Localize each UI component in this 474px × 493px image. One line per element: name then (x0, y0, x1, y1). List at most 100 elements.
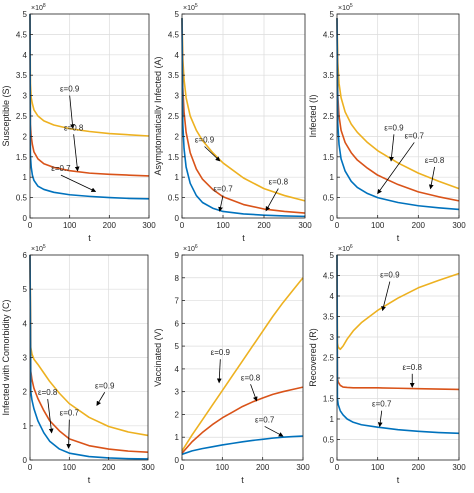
x-tick-label: 100 (216, 463, 230, 472)
x-tick-label: 300 (452, 221, 466, 230)
y-tick-label: 0 (330, 456, 335, 465)
y-tick-label: 9 (175, 251, 180, 260)
x-tick-label: 0 (180, 221, 185, 230)
y-exponent-label: ×105 (338, 3, 353, 12)
y-tick-label: 2 (175, 410, 180, 419)
x-tick-label: 300 (142, 221, 156, 230)
annotation-label: ε=0.8 (64, 123, 84, 132)
y-axis-label: Infected (I) (308, 94, 318, 137)
annotation-arrow (66, 419, 72, 449)
series-line-2 (29, 254, 149, 453)
y-exponent-label: ×106 (183, 244, 198, 253)
x-axis-label: t (88, 233, 91, 243)
y-tick-label: 3 (23, 92, 28, 101)
y-tick-label: 4 (23, 51, 28, 60)
x-tick-label: 200 (103, 221, 117, 230)
y-tick-label: 5 (175, 10, 180, 19)
y-tick-label: 3.5 (323, 313, 335, 322)
annotation-label: ε=0.9 (95, 381, 115, 390)
y-tick-label: 2.5 (168, 112, 180, 121)
x-tick-label: 100 (63, 463, 77, 472)
y-tick-label: 3.5 (323, 71, 335, 80)
y-tick-label: 0.5 (168, 194, 180, 203)
annotation-label: ε=0.7 (213, 184, 233, 193)
annotation-arrow (264, 426, 284, 437)
x-tick-label: 200 (412, 463, 426, 472)
y-tick-label: 0 (23, 456, 28, 465)
y-tick-label: 2.5 (16, 112, 28, 121)
x-axis-label: t (88, 475, 91, 485)
y-exponent-label: ×105 (31, 244, 46, 253)
series-line-1 (181, 18, 306, 202)
annotation-label: ε=0.9 (384, 123, 404, 132)
x-tick-label: 300 (298, 221, 312, 230)
x-tick-label: 300 (452, 463, 466, 472)
chart-panel-3: 0 100 200 300 0 0.5 1 1.5 2 2.5 3 3.5 4 4.5 5×105 t Infe… (308, 3, 466, 243)
annotation-label: ε=0.8 (403, 363, 423, 372)
series-line-1 (29, 13, 150, 137)
y-tick-label: 5 (330, 251, 335, 260)
x-tick-label: 300 (296, 463, 310, 472)
series-line-3 (336, 254, 460, 435)
y-exponent-label: ×106 (338, 244, 353, 253)
y-tick-label: 1 (175, 433, 180, 442)
axes-box (181, 254, 304, 461)
y-tick-label: 5 (330, 10, 335, 19)
y-tick-label: 0 (330, 214, 335, 223)
x-tick-label: 0 (335, 221, 340, 230)
series-line-3 (181, 435, 304, 456)
y-tick-label: 3 (175, 388, 180, 397)
y-axis-label: Vaccinated (V) (153, 328, 163, 386)
x-tick-label: 0 (335, 463, 340, 472)
y-tick-label: 1.5 (323, 153, 335, 162)
y-tick-label: 4 (23, 319, 28, 328)
series-line-2 (336, 254, 460, 391)
y-tick-label: 3 (330, 92, 335, 101)
annotation-arrow (204, 146, 221, 162)
annotation-arrow (428, 166, 435, 190)
series-line-1 (336, 18, 460, 190)
y-tick-label: 0 (23, 214, 28, 223)
y-exponent-label: ×105 (183, 3, 198, 12)
annotation-label: ε=0.7 (60, 409, 80, 418)
y-tick-label: 3.5 (168, 71, 180, 80)
y-tick-label: 7 (175, 297, 180, 306)
series-line-2 (181, 18, 306, 214)
series-line-2 (181, 386, 304, 454)
y-tick-label: 5 (23, 285, 28, 294)
x-tick-label: 300 (141, 463, 155, 472)
series-line-3 (336, 18, 460, 211)
annotation-label: ε=0.8 (269, 178, 289, 187)
y-tick-label: 4.5 (323, 272, 335, 281)
y-tick-label: 3.5 (16, 71, 28, 80)
y-tick-label: 3 (175, 92, 180, 101)
y-tick-label: 2 (330, 374, 335, 383)
chart-panel-1: 0 100 200 300 0 0.5 1 1.5 2 2.5 3 3.5 4 4.5 5×108 t Susc… (1, 3, 156, 243)
annotation-arrow (216, 359, 222, 384)
x-tick-label: 200 (102, 463, 116, 472)
y-exponent-label: ×108 (31, 3, 46, 12)
y-tick-label: 4 (175, 365, 180, 374)
chart-panel-4: 0 100 200 300 0 1 2 3 4 5 6×105 t Infected with Como… (1, 244, 155, 485)
annotation-arrow (265, 188, 279, 212)
annotation-arrow (96, 392, 106, 407)
y-tick-label: 0.5 (16, 194, 28, 203)
y-axis-label: Susceptible (S) (1, 85, 11, 146)
annotation-label: ε=0.8 (38, 388, 58, 397)
y-tick-label: 2.5 (323, 354, 335, 363)
plot-area (182, 255, 303, 460)
x-tick-label: 0 (28, 221, 33, 230)
y-tick-label: 2 (330, 132, 335, 141)
y-tick-label: 6 (175, 319, 180, 328)
series-line-1 (29, 254, 149, 437)
y-tick-label: 4 (330, 292, 335, 301)
x-tick-label: 200 (257, 221, 271, 230)
y-tick-label: 0.5 (323, 194, 335, 203)
y-tick-label: 8 (175, 274, 180, 283)
annotation-arrow (69, 95, 75, 130)
x-axis-label: t (241, 475, 244, 485)
annotation-label: ε=0.7 (372, 400, 392, 409)
annotation-label: ε=0.8 (425, 156, 445, 165)
y-tick-label: 4 (175, 51, 180, 60)
